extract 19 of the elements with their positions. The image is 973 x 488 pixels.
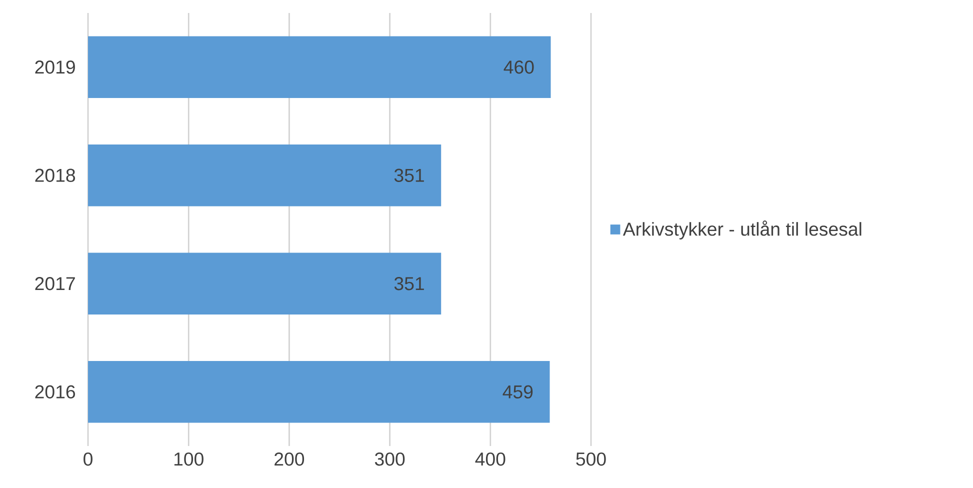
x-tick-label: 200 [274, 452, 304, 466]
data-label: 459 [502, 385, 533, 398]
x-tick-label: 400 [475, 452, 506, 466]
data-label: 351 [394, 168, 424, 182]
y-tick-label: 2016 [35, 385, 75, 398]
y-tick-label: 2018 [35, 168, 76, 182]
x-tick-label: 100 [174, 452, 204, 466]
bar [88, 252, 442, 314]
bar [88, 144, 442, 206]
x-tick-label: 0 [84, 452, 92, 466]
data-label: 460 [504, 60, 534, 74]
bar [88, 361, 550, 423]
x-tick-label: 500 [576, 452, 606, 466]
x-tick-label: 300 [374, 452, 405, 466]
legend-label: Arkivstykker - utlån til lesesal [622, 220, 862, 240]
data-label: 351 [394, 276, 424, 290]
bar [88, 36, 551, 98]
y-tick-label: 2019 [35, 60, 75, 74]
y-tick-label: 2017 [35, 276, 75, 290]
